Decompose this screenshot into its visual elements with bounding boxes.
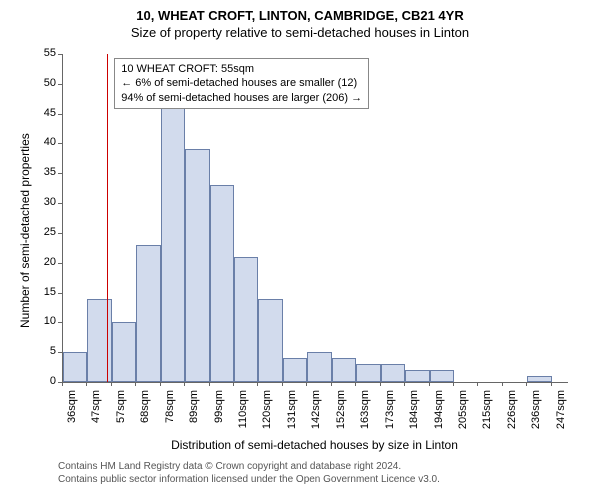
histogram-bar [210,185,234,382]
y-tick [58,173,62,174]
annotation-box: 10 WHEAT CROFT: 55sqm ← 6% of semi-detac… [114,58,369,109]
y-axis-label: Number of semi-detached properties [18,133,32,328]
x-tick [257,382,258,386]
x-tick [477,382,478,386]
x-tick [282,382,283,386]
histogram-bar [307,352,331,382]
x-tick [160,382,161,386]
x-tick-label: 205sqm [457,390,469,438]
x-tick-label: 142sqm [310,390,322,438]
x-tick [526,382,527,386]
footer-line: Contains public sector information licen… [58,473,440,486]
histogram-bar [136,245,160,382]
histogram-bar [356,364,380,382]
y-tick [58,322,62,323]
histogram-bar [63,352,87,382]
x-tick [404,382,405,386]
x-tick-label: 194sqm [433,390,445,438]
y-tick-label: 20 [34,256,56,268]
x-tick [551,382,552,386]
annotation-line: 94% of semi-detached houses are larger (… [121,91,362,105]
y-tick [58,233,62,234]
x-tick [453,382,454,386]
chart-container: 10, WHEAT CROFT, LINTON, CAMBRIDGE, CB21… [0,0,600,500]
y-tick [58,143,62,144]
x-tick [111,382,112,386]
y-tick-label: 25 [34,226,56,238]
x-tick-label: 78sqm [164,390,176,438]
x-axis-label: Distribution of semi-detached houses by … [62,438,567,452]
y-tick-label: 50 [34,77,56,89]
histogram-bar [430,370,454,382]
x-tick-label: 131sqm [286,390,298,438]
y-tick-label: 30 [34,196,56,208]
histogram-bar [381,364,405,382]
x-tick-label: 36sqm [66,390,78,438]
y-tick-label: 55 [34,47,56,59]
x-tick-label: 47sqm [90,390,102,438]
histogram-bar [283,358,307,382]
x-tick [380,382,381,386]
y-tick [58,84,62,85]
x-tick [135,382,136,386]
histogram-bar [185,149,209,382]
footer-attribution: Contains HM Land Registry data © Crown c… [58,460,440,486]
footer-line: Contains HM Land Registry data © Crown c… [58,460,440,473]
x-tick-label: 152sqm [335,390,347,438]
marker-line [107,54,108,382]
y-tick [58,114,62,115]
histogram-bar [112,322,136,382]
x-tick [62,382,63,386]
y-tick-label: 45 [34,107,56,119]
x-tick-label: 110sqm [237,390,249,438]
x-tick [86,382,87,386]
x-tick [502,382,503,386]
x-tick-label: 247sqm [555,390,567,438]
histogram-bar [161,108,185,382]
x-tick [306,382,307,386]
x-tick-label: 120sqm [261,390,273,438]
x-tick-label: 68sqm [139,390,151,438]
x-tick-label: 163sqm [359,390,371,438]
x-tick-label: 173sqm [384,390,396,438]
y-tick-label: 5 [34,345,56,357]
x-tick-label: 236sqm [530,390,542,438]
histogram-bar [258,299,282,382]
chart-subtitle: Size of property relative to semi-detach… [0,23,600,40]
y-tick [58,54,62,55]
histogram-bar [405,370,429,382]
y-tick-label: 15 [34,286,56,298]
x-tick-label: 57sqm [115,390,127,438]
y-tick-label: 10 [34,315,56,327]
y-tick [58,352,62,353]
x-tick [355,382,356,386]
x-tick [184,382,185,386]
x-tick-label: 184sqm [408,390,420,438]
x-tick-label: 226sqm [506,390,518,438]
histogram-bar [332,358,356,382]
y-tick-label: 0 [34,375,56,387]
histogram-bar [527,376,551,382]
x-tick [209,382,210,386]
y-tick-label: 35 [34,166,56,178]
chart-title: 10, WHEAT CROFT, LINTON, CAMBRIDGE, CB21… [0,0,600,23]
x-tick-label: 99sqm [213,390,225,438]
x-tick [233,382,234,386]
x-tick-label: 89sqm [188,390,200,438]
y-tick [58,263,62,264]
x-tick-label: 215sqm [481,390,493,438]
histogram-bar [234,257,258,382]
y-tick-label: 40 [34,136,56,148]
annotation-line: ← 6% of semi-detached houses are smaller… [121,76,362,90]
y-tick [58,203,62,204]
annotation-line: 10 WHEAT CROFT: 55sqm [121,62,362,76]
x-tick [331,382,332,386]
y-tick [58,293,62,294]
x-tick [429,382,430,386]
